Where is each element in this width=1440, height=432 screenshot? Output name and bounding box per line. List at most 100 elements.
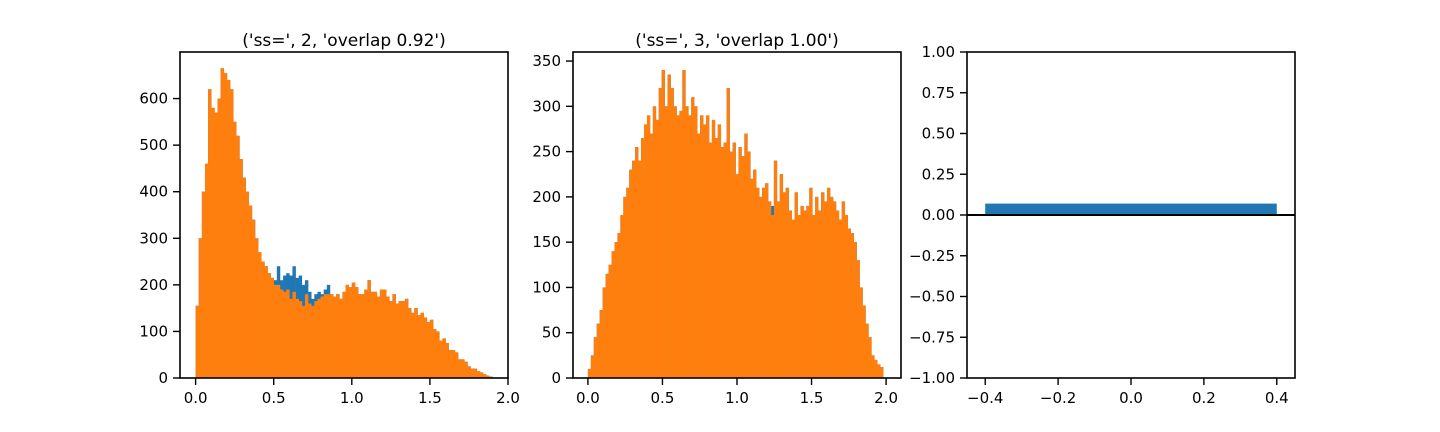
y-tick-label: 0.25 [922,165,955,183]
histogram-bar [791,219,795,378]
histogram-bar [602,287,606,378]
y-tick-label: 100 [532,278,561,296]
histogram-bar [765,183,769,378]
histogram-bar [590,355,595,378]
histogram-bar [304,294,309,378]
histogram-bar [759,196,763,378]
histogram-bar [458,359,462,378]
histogram-bar [880,367,884,378]
histogram-bar [614,242,618,378]
histogram-bar [261,261,265,378]
histogram-bar [679,110,683,379]
histogram-bar [423,317,428,378]
x-tick-label: −0.2 [1040,389,1076,407]
histogram-bar [283,291,287,378]
histogram-bar [711,119,716,379]
y-tick-label: 100 [139,322,168,340]
histogram-bar [426,322,431,378]
histogram-bar [217,98,221,378]
histogram-bar [473,368,478,378]
chart-title: ('ss=', 3, 'overlap 1.00') [635,31,838,51]
x-tick-label: 1.0 [725,389,749,407]
histogram-bar [464,361,468,378]
x-tick-label: 0.0 [184,389,208,407]
y-tick-label: 500 [139,136,168,154]
histogram-bar [646,115,651,378]
histogram-bar [809,187,813,378]
histogram-bar [411,312,415,378]
y-tick-label: 200 [139,276,168,294]
histogram-bar [276,284,281,378]
histogram-bar [386,296,390,378]
histogram-bar [326,294,331,378]
histogram-bar [420,312,424,378]
histogram-bar [779,174,784,378]
histogram-bar [877,364,881,378]
histogram-bar [703,124,707,378]
histogram-bar [697,133,701,378]
histogram-bar [301,305,306,378]
histogram-bar [286,289,290,378]
histogram-bar [620,215,624,378]
histogram-bar [351,282,356,378]
chart-panel-2: 0.0 0.5 1.0 1.5 2.0 0 50 100 150 200 250 300 350 ('ss… [532,31,902,407]
axes-frame [179,51,509,379]
y-tick-label: 600 [139,90,168,108]
x-tick-label: 0.5 [651,389,675,407]
histogram-bar [398,301,403,378]
y-tick-label: 250 [532,143,561,161]
histogram-bar [658,88,663,378]
histogram-bar [635,147,639,378]
histogram-bar [782,192,786,378]
histogram-bar [841,201,846,378]
histogram-bar [717,124,722,378]
histogram-bar [317,298,321,378]
histogram-bar [732,142,736,378]
histogram-bar [652,106,657,378]
histogram-bar [404,298,409,378]
histogram-bar [242,177,246,378]
histogram-bar [292,291,296,378]
x-tick-label: 0.4 [1265,389,1289,407]
histogram-bar [379,289,384,378]
histogram-bar [832,201,837,378]
histogram-bar [364,289,368,378]
histogram-bar [605,273,609,378]
histogram-bar [767,201,772,378]
series-2 [587,70,884,379]
chart-panel-3: −0.4 −0.2 0.0 0.2 0.4 −1.00 −0.75 −0.50 −0.25 0.0… [909,43,1296,407]
chart-panel-1: 0.0 0.5 1.0 1.5 2.0 0 100 200 300 400 500 600 ('ss='… [139,31,520,407]
histogram-bar [198,238,203,378]
histogram-bar [747,151,751,378]
y-tick-label: −0.50 [909,288,955,306]
histogram-bar [797,215,801,378]
histogram-bar [298,301,303,378]
histogram-bar [599,310,603,378]
y-tick-label: 300 [532,97,561,115]
histogram-bar [445,343,449,378]
histogram-bar [258,252,262,378]
histogram-bar [208,89,212,378]
histogram-bar [685,106,689,378]
x-tick-label: 2.0 [874,389,898,407]
histogram-bar [345,284,349,378]
histogram-bar [617,233,621,378]
y-tick-label: 0.00 [922,206,955,224]
histogram-bar [720,147,724,378]
histogram-bar [611,251,615,378]
histogram-bar [279,289,284,378]
histogram-bar [461,359,465,378]
histogram-bar [770,215,775,378]
histogram-bar [868,337,872,378]
x-tick-label: −0.4 [967,389,1003,407]
histogram-bar [835,210,840,378]
histogram-bar [762,187,766,378]
x-tick-label: 0.5 [262,389,286,407]
histogram-bar [342,291,346,378]
chart-title: ('ss=', 2, 'overlap 0.92') [242,31,445,51]
histogram-bar [667,74,671,378]
histogram-bar [874,359,878,378]
histogram-bar [638,160,642,378]
histogram-bar [383,289,387,378]
